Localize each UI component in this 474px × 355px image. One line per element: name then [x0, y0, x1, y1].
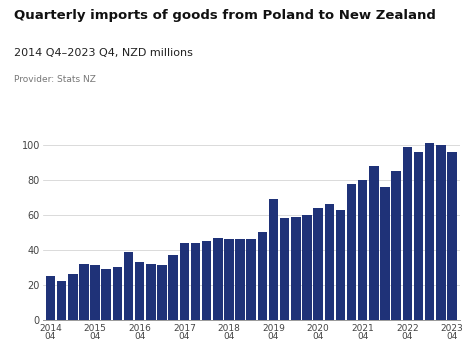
Bar	[68, 274, 78, 320]
Bar	[313, 208, 323, 320]
Bar	[347, 184, 356, 320]
Bar	[224, 239, 234, 320]
Bar	[380, 187, 390, 320]
Text: Provider: Stats NZ: Provider: Stats NZ	[14, 75, 96, 83]
Bar	[258, 233, 267, 320]
Text: figure.nz: figure.nz	[372, 13, 431, 26]
Bar	[135, 262, 145, 320]
Bar	[436, 145, 446, 320]
Bar	[91, 266, 100, 320]
Bar	[392, 171, 401, 320]
Bar	[358, 180, 367, 320]
Bar	[280, 218, 290, 320]
Bar	[325, 204, 334, 320]
Bar	[46, 276, 55, 320]
Bar	[291, 217, 301, 320]
Text: Quarterly imports of goods from Poland to New Zealand: Quarterly imports of goods from Poland t…	[14, 9, 436, 22]
Bar	[447, 152, 457, 320]
Bar	[146, 264, 155, 320]
Bar	[425, 143, 434, 320]
Bar	[369, 166, 379, 320]
Bar	[235, 239, 245, 320]
Bar	[191, 243, 200, 320]
Bar	[336, 210, 345, 320]
Bar	[269, 199, 278, 320]
Bar	[57, 281, 66, 320]
Bar	[157, 266, 167, 320]
Bar	[113, 267, 122, 320]
Bar	[202, 241, 211, 320]
Bar	[246, 239, 256, 320]
Text: 2014 Q4–2023 Q4, NZD millions: 2014 Q4–2023 Q4, NZD millions	[14, 48, 193, 58]
Bar	[213, 237, 222, 320]
Bar	[79, 264, 89, 320]
Bar	[302, 215, 312, 320]
Bar	[168, 255, 178, 320]
Bar	[180, 243, 189, 320]
Bar	[124, 252, 133, 320]
Bar	[101, 269, 111, 320]
Bar	[414, 152, 423, 320]
Bar	[402, 147, 412, 320]
